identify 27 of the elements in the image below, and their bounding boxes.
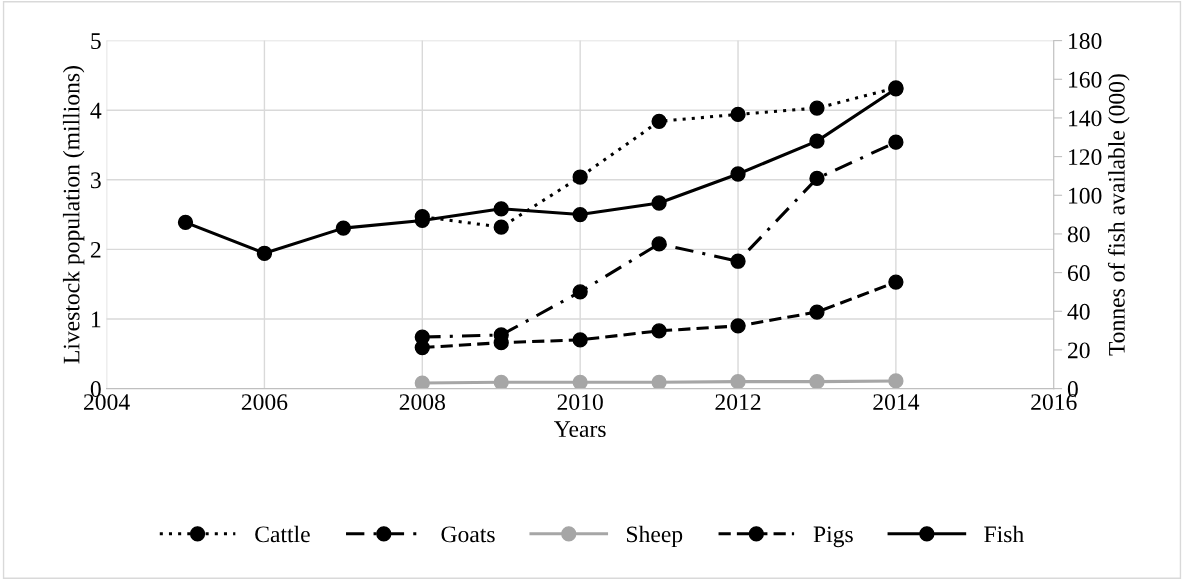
x-axis-title: Years	[554, 421, 606, 438]
x-tick-label: 2014	[873, 394, 920, 411]
legend-label: Sheep	[627, 525, 683, 548]
y-tick-label: 2	[90, 241, 101, 258]
y2-tick-label: 160	[1069, 71, 1102, 88]
y-axis-title: Livestock population (millions)	[62, 66, 85, 364]
legend-label: Goats	[441, 526, 495, 543]
x-tick-label: 2010	[557, 394, 603, 411]
y2-tick-label: 40	[1067, 303, 1090, 320]
y-tick-label: 4	[90, 102, 102, 119]
x-tick-label: 2006	[241, 394, 288, 411]
y2-tick-label: 80	[1067, 226, 1090, 243]
y2-tick-label: 180	[1069, 33, 1102, 50]
x-tick-label: 2008	[399, 394, 445, 411]
y2-axis-title: Tonnes of fish available (000)	[1107, 74, 1130, 356]
y2-tick-label: 20	[1067, 342, 1090, 359]
y-tick-label: 5	[91, 33, 101, 50]
y2-tick-label: 60	[1067, 265, 1090, 282]
x-tick-label: 2012	[715, 394, 761, 411]
y2-tick-label: 140	[1069, 110, 1102, 127]
y-tick-label: 3	[91, 172, 101, 189]
y2-tick-label: 120	[1069, 149, 1102, 166]
y2-tick-label: 100	[1069, 187, 1102, 204]
legend-label: Pigs	[813, 526, 853, 548]
legend-label: Fish	[984, 525, 1024, 543]
legend-label: Cattle	[255, 525, 310, 543]
y-tick-label: 1	[91, 311, 101, 328]
